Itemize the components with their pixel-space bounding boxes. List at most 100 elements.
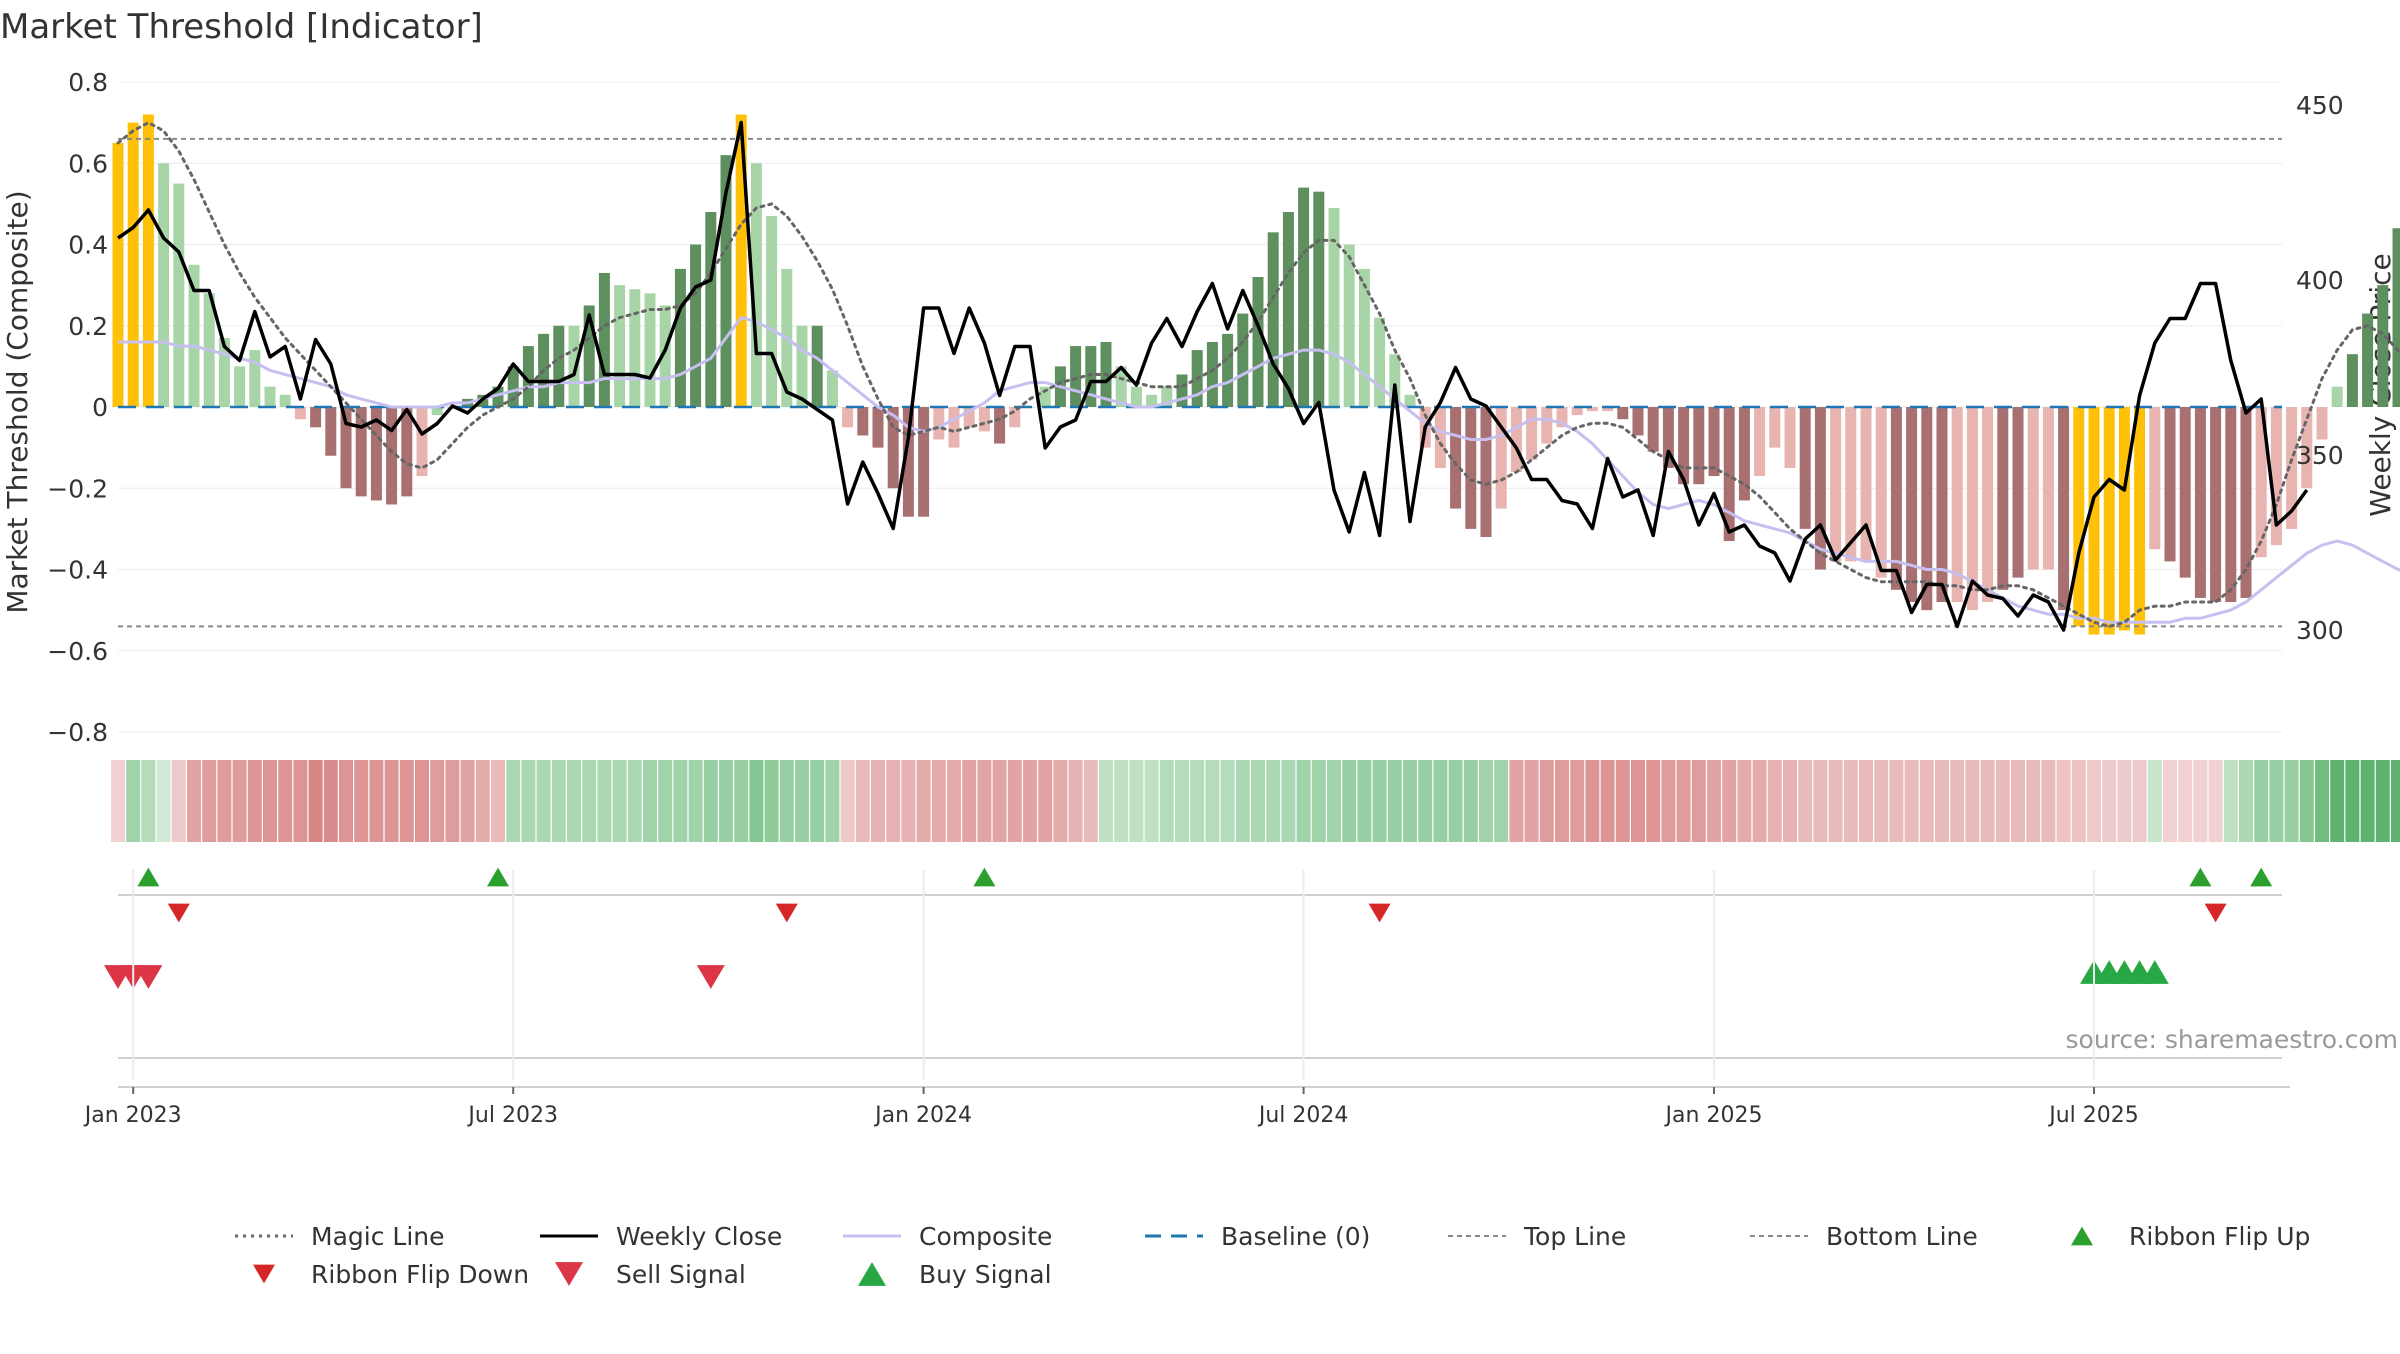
ribbon-cell — [1053, 760, 1067, 842]
ribbon-cell — [1525, 760, 1539, 842]
ribbon-cell — [1829, 760, 1843, 842]
ribbon-cell — [1570, 760, 1584, 842]
x-tick-label: Jul 2025 — [2047, 1103, 2139, 1128]
ribbon-cell — [476, 760, 490, 842]
composite-bar — [401, 407, 412, 496]
composite-bar — [933, 407, 944, 440]
legend-label: Ribbon Flip Down — [311, 1260, 529, 1289]
ribbon-cell — [141, 760, 155, 842]
composite-bar — [280, 395, 291, 407]
composite-bar — [1131, 387, 1142, 407]
ribbon-flip-up-marker — [2250, 868, 2272, 887]
ribbon-cell — [2011, 760, 2025, 842]
composite-bar — [1800, 407, 1811, 529]
composite-bar — [234, 366, 245, 407]
ribbon-cell — [1388, 760, 1402, 842]
composite-bar — [2210, 407, 2221, 602]
composite-bar — [310, 407, 321, 427]
composite-bar — [1298, 188, 1309, 407]
ribbon-cell — [1920, 760, 1934, 842]
ribbon-cell — [871, 760, 885, 842]
composite-bar — [2317, 407, 2328, 440]
composite-bar — [599, 273, 610, 407]
composite-bar — [2134, 407, 2145, 635]
ribbon-cell — [947, 760, 961, 842]
ribbon-cell — [1889, 760, 1903, 842]
composite-bar — [325, 407, 336, 456]
ribbon-cell — [1281, 760, 1295, 842]
composite-bar — [842, 407, 853, 427]
ribbon-cell — [1844, 760, 1858, 842]
sell-signal-marker — [697, 965, 725, 989]
legend-item: Top Line — [1448, 1222, 1626, 1251]
ribbon-flip-down-marker — [168, 904, 190, 923]
composite-bar — [994, 407, 1005, 444]
ribbon-cell — [2315, 760, 2329, 842]
composite-bar — [553, 326, 564, 407]
composite-bar — [1997, 407, 2008, 590]
composite-bar — [797, 326, 808, 407]
composite-bar — [1769, 407, 1780, 448]
ribbon-cell — [1585, 760, 1599, 842]
ribbon-cell — [993, 760, 1007, 842]
composite-bar — [2377, 285, 2388, 407]
ribbon-cell — [1236, 760, 1250, 842]
ribbon-cell — [1084, 760, 1098, 842]
legend-item: Weekly Close — [540, 1222, 782, 1251]
composite-bar — [1815, 407, 1826, 570]
legend-label: Weekly Close — [616, 1222, 782, 1251]
ribbon-cell — [567, 760, 581, 842]
composite-bar — [265, 387, 276, 407]
ribbon-cell — [1950, 760, 1964, 842]
ribbon-cell — [157, 760, 171, 842]
ribbon-cell — [126, 760, 140, 842]
legend-item: Composite — [843, 1222, 1052, 1251]
ribbon-cell — [1981, 760, 1995, 842]
ribbon-cell — [2148, 760, 2162, 842]
ribbon-cell — [2239, 760, 2253, 842]
ribbon-cell — [917, 760, 931, 842]
composite-bar — [918, 407, 929, 517]
ribbon-cell — [1114, 760, 1128, 842]
ribbon-cell — [1418, 760, 1432, 842]
ribbon-cell — [841, 760, 855, 842]
ribbon-cell — [1631, 760, 1645, 842]
ribbon-cell — [719, 760, 733, 842]
legend-swatch — [555, 1262, 583, 1286]
ribbon-cell — [111, 760, 125, 842]
y-left-tick-label: 0.8 — [68, 68, 108, 97]
composite-bar — [675, 269, 686, 407]
ribbon-cell — [278, 760, 292, 842]
ribbon-cell — [1190, 760, 1204, 842]
composite-bar — [2165, 407, 2176, 561]
ribbon-cell — [1297, 760, 1311, 842]
composite-bar — [979, 407, 990, 431]
composite-bar — [1754, 407, 1765, 476]
composite-bar — [1222, 334, 1233, 407]
legend-label: Composite — [919, 1222, 1052, 1251]
ribbon-cell — [765, 760, 779, 842]
composite-bar — [128, 123, 139, 407]
composite-bar — [1982, 407, 1993, 602]
composite-bar — [1359, 269, 1370, 407]
ribbon-cell — [1251, 760, 1265, 842]
ribbon-cell — [1707, 760, 1721, 842]
ribbon-cell — [1646, 760, 1660, 842]
ribbon-cell — [1312, 760, 1326, 842]
ribbon-cell — [1373, 760, 1387, 842]
composite-bar — [1268, 232, 1279, 407]
legend-label: Sell Signal — [616, 1260, 746, 1289]
ribbon-cell — [704, 760, 718, 842]
composite-bar — [249, 350, 260, 407]
ribbon-cell — [795, 760, 809, 842]
ribbon-cell — [233, 760, 247, 842]
legend-swatch — [253, 1265, 275, 1284]
ribbon-cell — [673, 760, 687, 842]
composite-bar — [1237, 314, 1248, 407]
composite-bar — [2043, 407, 2054, 570]
ribbon-cell — [1555, 760, 1569, 842]
y-left-tick-label: −0.6 — [47, 637, 108, 666]
composite-bar — [1313, 192, 1324, 407]
ribbon-cell — [780, 760, 794, 842]
